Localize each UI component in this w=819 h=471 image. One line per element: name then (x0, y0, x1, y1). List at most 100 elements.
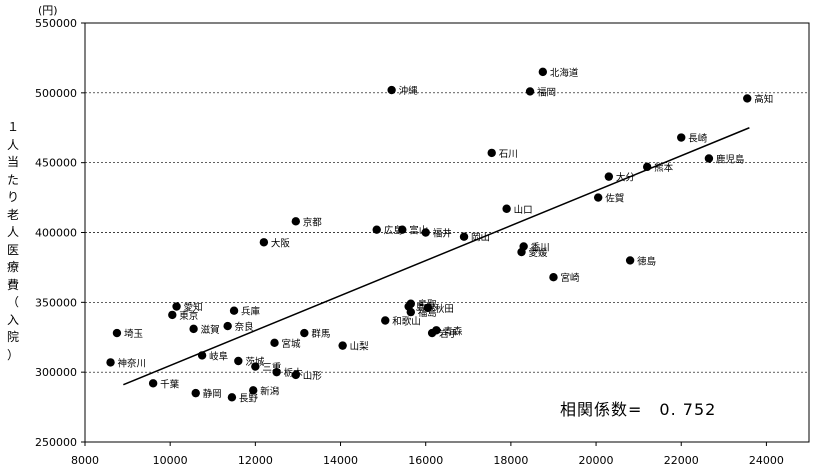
data-point (459, 232, 469, 241)
point-label: 熊本 (654, 162, 674, 174)
y-tick-label: 300000 (35, 366, 77, 379)
point-label: 高知 (754, 93, 773, 105)
y-axis-title-char: 医 (6, 242, 19, 257)
point-label: 長崎 (688, 133, 708, 145)
data-point (381, 316, 390, 325)
y-tick-label: 250000 (35, 436, 77, 449)
y-axis-title-char: ） (6, 347, 19, 362)
x-tick-label: 8000 (71, 454, 99, 467)
x-tick-label: 16000 (408, 454, 443, 467)
point-label: 兵庫 (241, 306, 261, 318)
point-label: 佐賀 (605, 193, 624, 205)
data-point (251, 362, 260, 371)
x-tick-label: 20000 (579, 454, 614, 467)
point-label: 大阪 (271, 237, 291, 249)
data-point (421, 228, 430, 237)
x-tick-label: 24000 (749, 454, 784, 467)
point-label: 福岡 (537, 86, 556, 98)
point-label: 青森 (443, 325, 463, 337)
point-label: 石川 (499, 149, 518, 160)
point-label: 香川 (531, 242, 550, 253)
data-point (423, 303, 433, 313)
data-point (372, 225, 381, 234)
data-point (525, 87, 535, 96)
data-point (549, 272, 558, 282)
y-axis-title-char: 院 (6, 330, 19, 344)
point-label: 福井 (433, 228, 452, 240)
point-label: 秋田 (435, 303, 454, 315)
point-label: 奈良 (235, 321, 255, 333)
data-point (172, 302, 181, 311)
y-axis-title-char: 人 (6, 225, 19, 239)
point-label: 長野 (239, 393, 259, 404)
correlation-annotation: 相関係数= 0. 752 (560, 400, 717, 419)
data-point (625, 256, 635, 265)
data-point (189, 324, 198, 334)
y-axis-title-char: 人 (6, 137, 19, 152)
data-point (272, 367, 281, 377)
data-point (249, 386, 258, 395)
point-label: 和歌山 (392, 315, 421, 327)
x-tick-label: 18000 (493, 454, 528, 467)
point-label: 茨城 (245, 356, 265, 368)
data-point (338, 341, 347, 350)
point-label: 岩手 (439, 328, 459, 340)
data-point (223, 321, 232, 331)
point-label: 岐阜 (209, 350, 228, 362)
point-label: 広島 (384, 225, 403, 237)
y-axis-title-char: １ (6, 120, 19, 134)
data-point (502, 204, 511, 213)
data-point (677, 133, 686, 142)
data-point (604, 172, 614, 181)
point-label: 愛知 (184, 302, 203, 314)
data-point (642, 162, 652, 172)
point-label: 静岡 (203, 388, 222, 400)
y-axis-title-char: 費 (6, 277, 19, 292)
data-point (291, 217, 301, 226)
x-tick-label: 12000 (238, 454, 273, 467)
data-point (487, 148, 496, 158)
data-point (593, 193, 603, 202)
y-axis-unit: (円) (38, 4, 58, 17)
point-label: 岡山 (471, 233, 490, 244)
y-tick-label: 500000 (35, 87, 77, 100)
data-point (300, 328, 309, 338)
point-label: 徳島 (637, 255, 656, 267)
y-axis-title-char: 入 (6, 312, 19, 327)
data-point (229, 306, 239, 315)
x-tick-label: 14000 (323, 454, 358, 467)
data-point (234, 356, 243, 366)
point-label: 北海道 (550, 67, 579, 79)
point-label: 宮城 (282, 338, 302, 350)
data-point (197, 351, 207, 360)
point-label: 千葉 (160, 378, 180, 390)
x-tick-label: 10000 (153, 454, 188, 467)
data-point (168, 310, 177, 320)
point-label: 新潟 (260, 385, 279, 397)
data-point (227, 393, 237, 402)
data-point (398, 225, 407, 234)
y-tick-label: 450000 (35, 157, 77, 170)
point-label: 山梨 (350, 341, 370, 353)
data-point (259, 238, 269, 247)
x-tick-label: 22000 (664, 454, 699, 467)
data-point (270, 338, 279, 348)
y-tick-label: 550000 (35, 17, 77, 30)
point-label: 沖縄 (399, 85, 419, 97)
point-label: 京都 (303, 216, 323, 228)
data-point (743, 94, 752, 103)
point-label: 東京 (179, 310, 198, 322)
point-label: 大分 (616, 172, 636, 184)
data-point (538, 67, 548, 77)
y-axis-title-char: 老 (6, 207, 19, 222)
data-point (106, 358, 115, 367)
y-axis-title-char: 療 (6, 260, 19, 274)
data-point (406, 307, 415, 317)
point-label: 宮崎 (560, 272, 580, 284)
data-point (112, 328, 122, 338)
point-label: 福島 (418, 307, 437, 319)
data-point (191, 388, 200, 398)
data-point (704, 154, 714, 163)
point-label: 山口 (514, 205, 533, 216)
